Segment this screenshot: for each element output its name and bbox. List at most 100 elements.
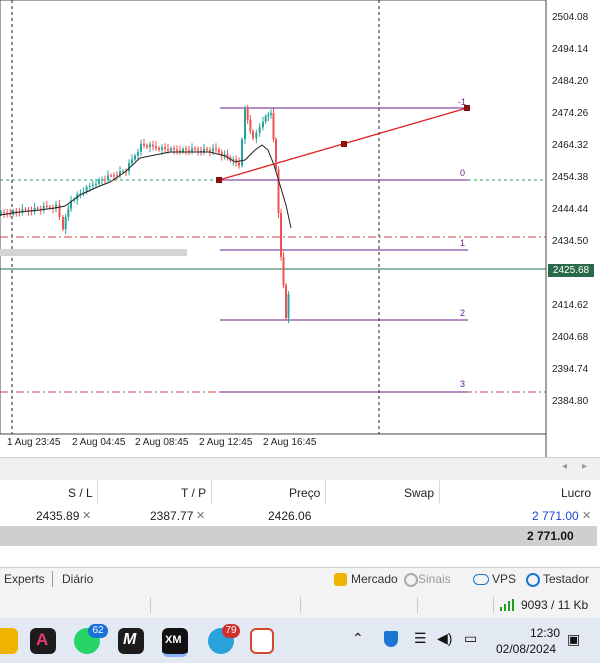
candle-body [134,155,136,160]
speaker-icon[interactable]: ◀) [437,630,453,646]
price-tick: 2394.74 [552,364,589,375]
candle-body [21,209,24,213]
chart-area[interactable]: 2504.08 2494.14 2484.20 2474.26 2464.32 … [0,0,600,457]
trend-anchor-end[interactable] [464,105,470,111]
remove-tp-icon[interactable]: ✕ [196,510,206,522]
close-position-icon[interactable]: ✕ [582,510,592,522]
candle-body [122,171,124,173]
column-header-sl[interactable]: S / L [68,486,93,500]
candle-body [161,147,163,150]
time-tick: 1 Aug 23:45 [7,437,61,448]
candle-body [95,183,97,185]
cell-price: 2426.06 [268,509,312,523]
trend-anchor-start[interactable] [216,177,222,183]
candle-body [39,208,42,210]
market-icon [334,573,347,586]
candle-body [200,150,202,152]
column-header-profit[interactable]: Lucro [561,486,592,500]
folder-icon[interactable] [0,628,18,654]
signals-button[interactable]: Sinais [418,572,451,586]
candle-body [33,207,36,212]
candle-body [70,200,72,209]
candle-body [270,113,272,115]
price-tick: 2484.20 [552,76,589,87]
candle-body [110,175,112,177]
shield-icon[interactable] [384,631,398,647]
candle-body [64,216,67,230]
candle-body [203,148,205,152]
remove-sl-icon[interactable]: ✕ [82,510,92,522]
tab-diario[interactable]: Diário [62,572,94,586]
wifi-icon[interactable]: ☰ [414,630,427,646]
price-chart[interactable] [0,0,600,457]
candle-body [277,169,280,214]
column-header-tp[interactable]: T / P [181,486,207,500]
candle-body [67,208,70,217]
candle-body [36,207,39,209]
candle-body [258,127,261,133]
scroll-right-icon[interactable]: ▸ [582,461,588,472]
candle-body [62,217,64,230]
candle-body [88,185,91,187]
price-tick: 2404.68 [552,332,589,343]
vps-button[interactable]: VPS [492,572,517,586]
candle-body [79,193,82,195]
candle-body [238,162,240,166]
clock-time[interactable]: 12:30 [530,626,561,640]
candle-body [24,209,27,211]
clock-date[interactable]: 02/08/2024 [496,642,557,656]
partial-panel-bar [0,249,187,256]
trade-table: S / L T / P Preço Swap Lucro 2435.89 ✕ 2… [0,480,600,568]
candle-body [131,159,133,164]
time-tick: 2 Aug 04:45 [72,437,126,448]
fib-label: -1 [458,97,467,107]
tab-experts[interactable]: Experts [4,572,45,586]
candle-body [280,213,282,257]
candle-body [212,148,214,152]
candle-body [137,151,139,156]
candle-body [235,159,238,163]
tester-button[interactable]: Testador [543,572,590,586]
metatrader-icon[interactable]: M [118,628,144,654]
candle-body [113,175,115,177]
candle-body [176,149,178,151]
candle-body [146,145,148,148]
fib-label: 0 [460,168,466,178]
adobe-app-icon[interactable]: A [30,628,56,654]
price-tick: 2454.38 [552,172,589,183]
candle-body [188,150,190,152]
candle-body [82,192,85,194]
whatsapp-badge: 62 [88,624,108,638]
candle-body [267,114,270,117]
price-tick: 2464.32 [552,140,589,151]
candle-body [15,211,18,213]
candle-body [226,154,229,158]
trend-anchor-mid[interactable] [341,141,347,147]
candle-body [244,108,246,140]
candle-body [42,205,45,210]
time-tick: 2 Aug 12:45 [199,437,253,448]
terminal-tabs: Experts Diário Mercado Sinais VPS Testad… [0,567,600,593]
candle-body [73,199,76,201]
candle-body [173,148,175,150]
candle-body [119,171,121,176]
column-header-price[interactable]: Preço [289,486,321,500]
candle-body [55,204,57,209]
chevron-up-icon[interactable]: ⌃ [352,630,364,646]
candle-body [143,143,145,146]
column-header-swap[interactable]: Swap [404,486,435,500]
app-icon[interactable] [250,628,274,654]
candle-body [158,148,160,150]
price-tick: 2474.26 [552,108,589,119]
notifications-icon[interactable]: ▣ [567,631,581,647]
battery-icon[interactable]: ▭ [464,630,478,646]
candle-body [191,148,193,152]
candle-body [149,144,151,148]
xm-app-icon[interactable]: XM [162,628,188,657]
price-tick: 2384.80 [552,396,589,407]
candle-body [197,149,199,151]
market-button[interactable]: Mercado [351,572,398,586]
scroll-left-icon[interactable]: ◂ [562,461,568,472]
fib-label: 1 [460,238,466,248]
candle-body [249,120,252,132]
